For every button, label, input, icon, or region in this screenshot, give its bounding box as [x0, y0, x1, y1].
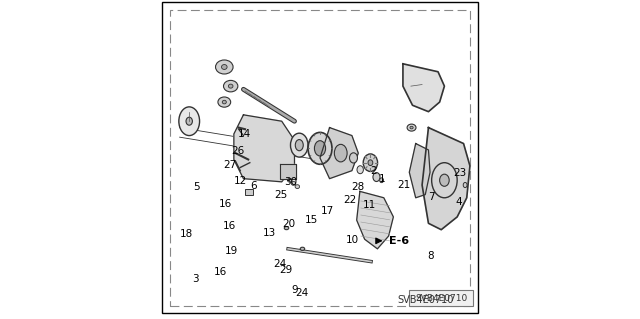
Text: 6: 6 [250, 181, 257, 191]
Text: 14: 14 [238, 129, 251, 139]
Ellipse shape [314, 141, 326, 156]
Ellipse shape [407, 124, 416, 131]
Ellipse shape [357, 166, 364, 174]
Text: 22: 22 [343, 195, 356, 205]
Text: 18: 18 [180, 228, 193, 239]
Ellipse shape [295, 185, 300, 189]
Ellipse shape [440, 174, 449, 186]
Ellipse shape [334, 144, 347, 162]
Text: 23: 23 [453, 168, 467, 178]
Ellipse shape [291, 182, 296, 185]
Ellipse shape [216, 60, 233, 74]
Polygon shape [403, 64, 444, 112]
Text: 4: 4 [456, 197, 462, 207]
Text: 25: 25 [275, 189, 288, 200]
Text: SVB4E0710: SVB4E0710 [415, 294, 467, 303]
Ellipse shape [221, 64, 227, 70]
Text: 29: 29 [279, 265, 292, 275]
Text: 26: 26 [232, 145, 244, 156]
Polygon shape [280, 164, 296, 179]
Text: 12: 12 [234, 176, 248, 186]
Text: 1: 1 [379, 174, 385, 184]
Ellipse shape [287, 178, 292, 182]
Text: 24: 24 [273, 259, 286, 269]
Text: 15: 15 [305, 215, 317, 225]
Polygon shape [422, 128, 470, 230]
Ellipse shape [380, 178, 383, 183]
Text: 17: 17 [321, 206, 334, 216]
Text: 11: 11 [362, 200, 376, 210]
Ellipse shape [223, 80, 238, 92]
Ellipse shape [373, 173, 380, 182]
Ellipse shape [284, 226, 289, 230]
Text: 19: 19 [225, 246, 238, 256]
Ellipse shape [186, 117, 193, 125]
Ellipse shape [179, 107, 200, 136]
Text: 30: 30 [284, 177, 297, 188]
FancyBboxPatch shape [245, 189, 253, 195]
Ellipse shape [349, 153, 358, 163]
Text: 21: 21 [397, 180, 410, 190]
Ellipse shape [410, 126, 413, 129]
Text: 8: 8 [428, 251, 434, 261]
Text: 7: 7 [428, 192, 435, 202]
Text: 3: 3 [192, 274, 199, 284]
Ellipse shape [300, 247, 305, 250]
Text: 5: 5 [193, 182, 200, 192]
Polygon shape [234, 115, 294, 182]
Ellipse shape [222, 100, 227, 104]
Text: 10: 10 [346, 235, 359, 245]
Ellipse shape [368, 160, 372, 166]
Ellipse shape [228, 84, 233, 88]
Text: 16: 16 [214, 267, 227, 277]
Text: 28: 28 [351, 182, 364, 192]
Text: 24: 24 [295, 287, 308, 298]
Ellipse shape [463, 182, 467, 188]
Text: 16: 16 [218, 199, 232, 209]
Text: 16: 16 [223, 221, 236, 232]
Text: 2: 2 [370, 166, 376, 176]
Ellipse shape [295, 139, 303, 151]
Ellipse shape [364, 154, 378, 172]
Ellipse shape [218, 97, 230, 107]
Bar [410, 290, 473, 306]
Text: 27: 27 [223, 160, 237, 170]
Text: 20: 20 [282, 219, 295, 229]
Polygon shape [356, 191, 394, 249]
Polygon shape [410, 144, 430, 198]
Ellipse shape [308, 132, 332, 164]
Ellipse shape [291, 133, 308, 157]
Text: SVB4E0710: SVB4E0710 [397, 295, 454, 305]
Text: E-6: E-6 [388, 236, 409, 246]
Polygon shape [320, 128, 358, 179]
Text: 9: 9 [291, 285, 298, 295]
Text: 13: 13 [263, 228, 276, 238]
